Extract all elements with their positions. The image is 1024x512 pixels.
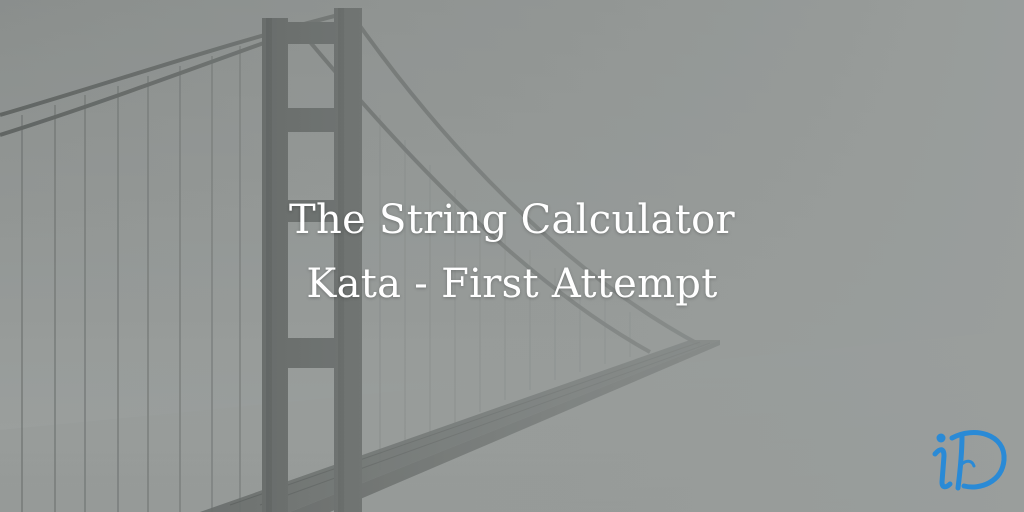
site-logo-icon: [932, 430, 1007, 491]
post-title-line-2: Kata - First Attempt: [306, 261, 718, 307]
post-title: The String Calculator Kata - First Attem…: [0, 188, 1024, 316]
post-title-line-1: The String Calculator: [289, 197, 735, 243]
